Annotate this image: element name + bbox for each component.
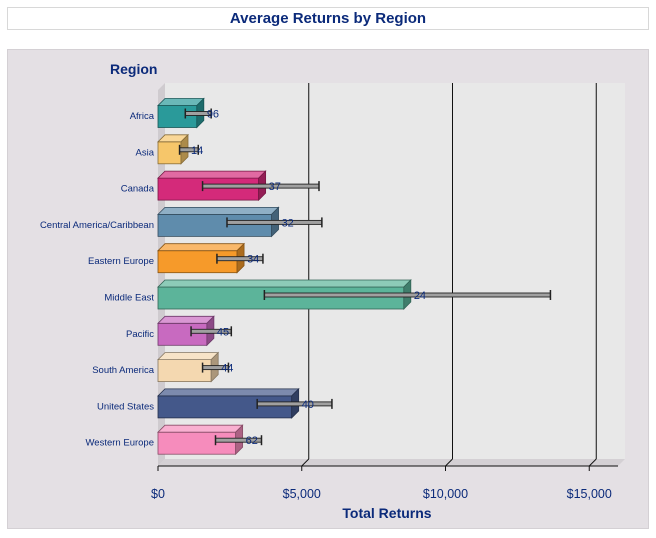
y-tick-label: Central America/Caribbean — [40, 220, 154, 231]
bar-front — [157, 431, 237, 455]
bar-top — [157, 424, 244, 433]
bar-9: 40 — [157, 387, 333, 419]
bar-front — [157, 250, 238, 274]
data-label: 34 — [247, 254, 259, 266]
gridline-floor — [445, 458, 453, 467]
bar-10: 62 — [157, 424, 263, 456]
error-bar — [263, 290, 552, 300]
data-label: 40 — [302, 399, 314, 411]
error-bar — [178, 144, 199, 155]
bar-top — [157, 98, 205, 106]
bar-8: 44 — [157, 351, 233, 383]
data-label: 14 — [191, 145, 203, 157]
x-axis-title: Total Returns — [342, 505, 431, 521]
y-tick-label: Africa — [130, 111, 155, 122]
data-label: 32 — [282, 217, 294, 229]
y-tick-label: Middle East — [104, 293, 154, 304]
x-tick-label: $15,000 — [567, 487, 612, 501]
error-bar — [226, 217, 323, 228]
bar-top — [157, 315, 215, 324]
bar-front — [157, 141, 182, 165]
error-bar — [201, 181, 320, 192]
error-bar — [214, 435, 263, 446]
y-tick-label: Canada — [121, 184, 155, 195]
bar-front — [157, 286, 405, 310]
bar-1: 96 — [157, 97, 219, 129]
bar-top — [157, 170, 267, 179]
chart-title: Average Returns by Region — [7, 7, 649, 30]
gridline-floor — [301, 458, 310, 467]
bar-front — [157, 105, 198, 128]
x-tick-label: $5,000 — [283, 487, 321, 501]
bar-top — [157, 352, 220, 361]
bar-front — [157, 213, 272, 237]
bar-top — [157, 279, 412, 288]
error-bar-body — [202, 183, 320, 189]
data-label: 62 — [246, 435, 258, 447]
bar-2: 14 — [157, 133, 203, 165]
y-tick-label: Asia — [136, 147, 155, 158]
bar-4: 32 — [157, 206, 323, 238]
y-tick-label: South America — [92, 365, 154, 376]
bar-3: 37 — [157, 170, 320, 202]
error-bar — [256, 398, 333, 409]
error-bar — [190, 326, 233, 337]
y-tick-label: United States — [97, 401, 154, 412]
bar-7: 45 — [157, 315, 233, 347]
gridline-floor — [588, 458, 597, 467]
x-tick-label: $0 — [151, 487, 165, 501]
error-bar — [184, 108, 212, 119]
data-label: 96 — [207, 109, 219, 121]
bar-top — [157, 206, 280, 215]
x-tick-label: $10,000 — [423, 487, 468, 501]
bar-6: 24 — [157, 279, 552, 310]
error-bar — [201, 362, 230, 373]
y-tick-label: Western Europe — [86, 438, 154, 449]
floor — [158, 459, 625, 466]
error-bar — [216, 253, 264, 264]
data-label: 45 — [217, 326, 229, 338]
error-bar-body — [256, 401, 333, 407]
data-label: 24 — [414, 290, 426, 302]
data-label: 37 — [269, 181, 281, 193]
bar-front — [157, 322, 208, 346]
bar-top — [157, 388, 300, 397]
bar-5: 34 — [157, 242, 264, 274]
y-tick-label: Pacific — [126, 329, 154, 340]
bar-front — [157, 395, 293, 419]
y-tick-label: Eastern Europe — [88, 256, 154, 267]
back-wall — [165, 83, 625, 459]
bar-front — [157, 177, 260, 201]
error-bar-body — [226, 219, 323, 225]
error-bar-body — [263, 292, 551, 298]
y-axis-title: Region — [110, 61, 157, 77]
data-label: 44 — [221, 363, 233, 375]
bar-top — [157, 243, 246, 252]
